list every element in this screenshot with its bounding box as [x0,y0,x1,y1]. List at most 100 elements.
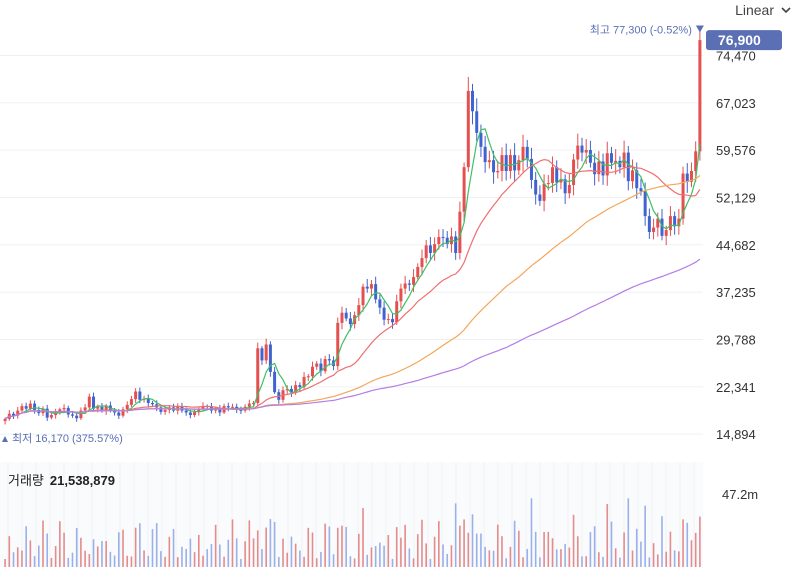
candle-body [652,227,656,233]
candle-body [546,183,550,185]
volume-bar [400,537,402,567]
volume-bar [526,549,529,567]
candle-body [483,146,487,163]
volume-bar [16,547,19,567]
candle-body [348,318,352,325]
price-tick-label: 59,576 [716,143,756,158]
volume-bar [488,550,491,567]
candle-body [264,344,268,361]
candle-body [327,359,331,361]
volume-bar [311,532,314,567]
volume-bar [328,526,331,567]
volume-bar [648,557,651,567]
volume-bar [134,527,137,567]
volume-bar [240,558,242,567]
volume-bar [214,524,217,567]
candle-body [403,283,407,289]
volume-bar [661,516,663,567]
volume-bar [454,503,457,567]
volume-bar [349,556,352,567]
volume-bar [223,556,225,567]
volume-bar [248,520,251,567]
volume-bar [627,498,630,567]
candle-body [601,161,605,176]
high-annotation: 최고 77,300 (-0.52%) [590,24,692,37]
candle-body [462,167,466,212]
candle-body [378,299,382,308]
volume-bar [71,552,74,567]
volume-bar [484,546,486,567]
candle-body [643,191,647,217]
volume-bar [75,528,78,567]
volume-bar [160,551,162,567]
candle-body [214,408,218,411]
volume-bar [547,531,550,567]
price-tick-label: 14,894 [716,427,756,442]
scale-selector-label: Linear [735,2,774,18]
volume-bar [54,546,57,567]
candle-body [475,111,479,133]
candle-body [256,348,260,403]
candle-body [694,151,698,171]
candle-body [626,152,630,182]
volume-bar [673,550,676,567]
candle-body [70,414,74,416]
volume-bar [656,554,659,567]
candle-body [3,418,7,422]
candle-body [551,167,555,184]
volume-bar [492,550,495,567]
volume-bar [332,554,335,567]
candle-body [386,319,390,321]
volume-bar [551,538,554,567]
volume-bar [501,536,503,567]
volume-bar [606,504,609,567]
candle-body [487,160,491,163]
ma20-line [4,158,701,420]
candle-body [58,409,62,413]
candle-body [87,396,91,408]
volume-bar [4,559,6,567]
volume-bar [80,537,82,567]
volume-bar [379,542,381,567]
candle-body [298,385,302,388]
volume-bar [576,536,579,567]
volume-tick-label: 47.2m [722,487,758,502]
candle-body [479,132,483,147]
volume-bar [256,530,259,567]
candle-body [150,402,154,405]
candle-body [471,90,475,112]
volume-bar [219,544,221,567]
candle-body [698,40,702,152]
volume-bar [543,531,545,567]
volume-bar [193,552,196,567]
candle-body [407,283,411,285]
candle-body [340,312,344,323]
volume-bar [189,538,192,567]
candle-body [660,218,664,236]
volume-bar [585,556,588,567]
volume-bar [509,546,512,567]
volume-bar [358,533,360,567]
volume-bar [101,541,103,567]
candle-body [593,162,597,175]
candle-body [445,237,449,245]
volume-bar [42,520,44,567]
candle-body [555,167,559,183]
volume-bar [88,554,91,567]
volume-bar [185,548,187,567]
volume-bar [252,538,255,567]
volume-bar [619,557,621,567]
volume-bar [21,550,23,567]
candle-body [664,230,668,236]
scale-selector-button[interactable]: Linear [735,2,792,18]
volume-bar [227,539,230,567]
candle-body [33,403,37,410]
volume-bar [404,524,406,567]
candle-body [647,216,651,233]
volume-bar [320,552,322,567]
volume-bar [265,527,267,567]
candle-body [188,412,192,416]
candle-body [433,244,437,253]
volume-bar [450,545,453,567]
